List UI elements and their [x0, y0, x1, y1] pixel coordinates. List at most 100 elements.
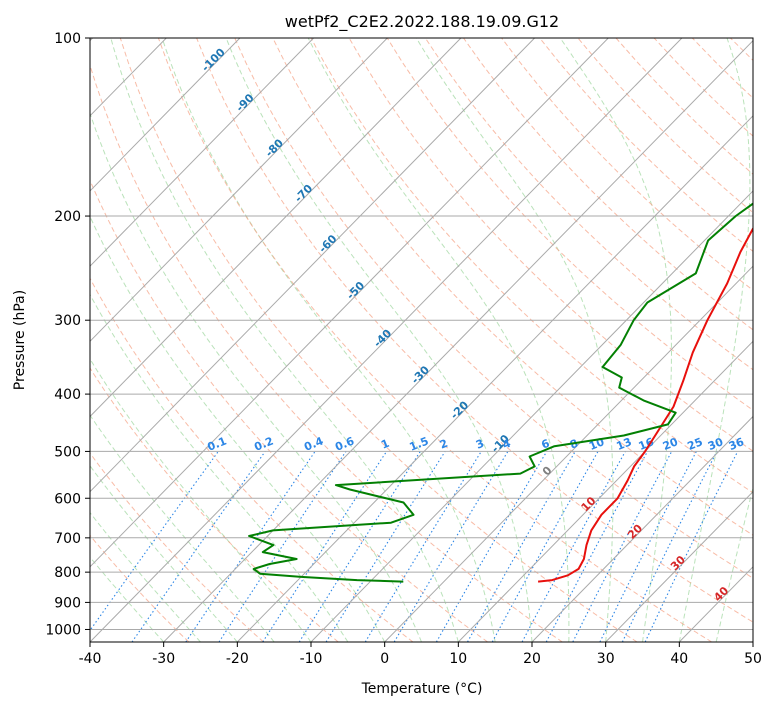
y-tick-label: 700: [54, 531, 81, 547]
dry-adiabat-line: [272, 38, 753, 536]
dry-adiabat-line: [653, 38, 753, 137]
isotherm-label: -20: [448, 398, 471, 421]
isotherm-line: [457, 340, 753, 642]
moist-adiabat-line: [559, 38, 672, 642]
y-axis-label: Pressure (hPa): [12, 290, 28, 390]
x-axis-label: Temperature (°C): [361, 681, 483, 697]
x-tick-label: 0: [380, 651, 389, 667]
mixing-ratio-line: [435, 451, 548, 642]
mixing-ratio-line: [131, 451, 266, 642]
dry-adiabat-line: [691, 38, 753, 99]
mixing-ratio-line: [90, 451, 219, 632]
moist-adiabat-line: [90, 511, 201, 642]
y-axis: 100 200 300 400 500 600 700 800 900 1000: [45, 31, 90, 639]
isotherm-label: -90: [233, 91, 256, 114]
isotherm-label: -60: [316, 232, 339, 255]
isotherm-label: -80: [263, 136, 286, 159]
mixing-ratio-line: [491, 451, 599, 642]
mixing-ratio-label: 20: [661, 435, 680, 453]
isotherm-line: [531, 415, 753, 642]
sounding-profiles: [248, 202, 753, 583]
dry-adiabats: [90, 38, 775, 642]
moist-adiabat-line: [90, 111, 422, 642]
mixing-ratio-line: [521, 451, 626, 642]
y-tick-label: 100: [54, 31, 81, 47]
dry-adiabat-line: [386, 38, 753, 411]
dry-adiabat-line: [119, 38, 638, 642]
isotherm-line: [90, 38, 535, 493]
dry-adiabat-line: [769, 38, 775, 642]
isotherm-label: -40: [371, 326, 394, 349]
isotherm-line: [90, 38, 241, 192]
x-tick-label: -20: [226, 651, 249, 667]
plot-frame: [89, 37, 754, 643]
mixing-ratio-line: [621, 451, 718, 642]
isotherm-label: -70: [292, 182, 315, 205]
moist-adiabat-line: [90, 215, 386, 642]
x-tick-label: 20: [523, 651, 541, 667]
x-tick-label: -30: [152, 651, 175, 667]
moist-adiabat-line: [307, 38, 570, 642]
dewpoint-line: [248, 202, 753, 583]
x-tick-label: 10: [449, 651, 467, 667]
temperature-line: [537, 227, 753, 583]
dry-adiabat-line: [90, 367, 339, 642]
mixing-ratio-line: [467, 451, 576, 642]
isotherm-label: -100: [199, 45, 228, 74]
y-tick-label: 800: [54, 565, 81, 581]
isotherm-label: 10: [579, 494, 599, 514]
isotherm-line: [90, 38, 462, 418]
isotherm-line: [605, 490, 753, 642]
mixing-ratio-line: [262, 451, 388, 642]
mixing-ratio-label: 25: [686, 435, 705, 453]
mixing-ratio-line: [545, 451, 648, 642]
isotherm-line: [752, 641, 753, 642]
mixing-ratio-line: [572, 451, 673, 642]
mixing-ratio-line: [185, 451, 316, 642]
dry-adiabat-line: [90, 63, 563, 642]
dry-adiabat-line: [348, 38, 753, 452]
x-tick-label: 40: [670, 651, 688, 667]
isotherm-line: [384, 265, 753, 642]
y-tick-label: 300: [54, 313, 81, 329]
dry-adiabat-line: [157, 38, 712, 642]
isotherm-line: [90, 38, 314, 267]
y-tick-label: 200: [54, 209, 81, 225]
chart-title: wetPf2_C2E2.2022.188.19.09.G12: [285, 12, 559, 32]
dry-adiabat-line: [501, 38, 753, 291]
mixing-ratio-label: 1: [379, 437, 391, 452]
moist-adiabat-line: [678, 38, 751, 642]
dry-adiabat-line: [310, 38, 753, 494]
y-tick-label: 400: [54, 387, 81, 403]
plot-area: -100-90-80-70-60-50-40-30-20-10010203040…: [90, 38, 775, 642]
x-tick-label: -10: [300, 651, 323, 667]
isotherm-line: [90, 38, 683, 642]
mixing-ratio-label: 13: [615, 435, 634, 453]
dry-adiabat-line: [615, 38, 753, 175]
moist-adiabat-line: [90, 358, 312, 642]
isotherm-line: [90, 38, 388, 343]
mixing-ratio-label: 30: [706, 435, 725, 453]
mixing-ratio-line: [218, 451, 347, 642]
dry-adiabat-line: [90, 534, 190, 642]
dry-adiabat-line: [424, 38, 753, 371]
y-tick-label: 600: [54, 491, 81, 507]
moist-adiabat-line: [225, 38, 533, 642]
dry-adiabat-line: [90, 277, 414, 642]
dry-adiabat-line: [539, 38, 753, 252]
y-tick-label: 1000: [45, 623, 81, 639]
dry-adiabat-line: [196, 38, 753, 623]
x-tick-label: 50: [744, 651, 762, 667]
y-tick-label: 500: [54, 444, 81, 460]
isotherm-line: [90, 38, 609, 568]
mixing-ratio-line: [364, 451, 482, 642]
moist-adiabat-line: [90, 464, 238, 642]
isobar-gridlines: [90, 38, 753, 630]
mixing-ratio-line: [298, 451, 421, 642]
mixing-ratio-label: 2: [438, 437, 450, 452]
dry-adiabat-line: [90, 452, 264, 642]
mixing-ratio-label: 3: [474, 437, 486, 452]
x-axis: -40 -30 -20 -10 0 10 20 30 40 50: [79, 642, 762, 667]
moist-adiabat-line: [90, 414, 275, 642]
